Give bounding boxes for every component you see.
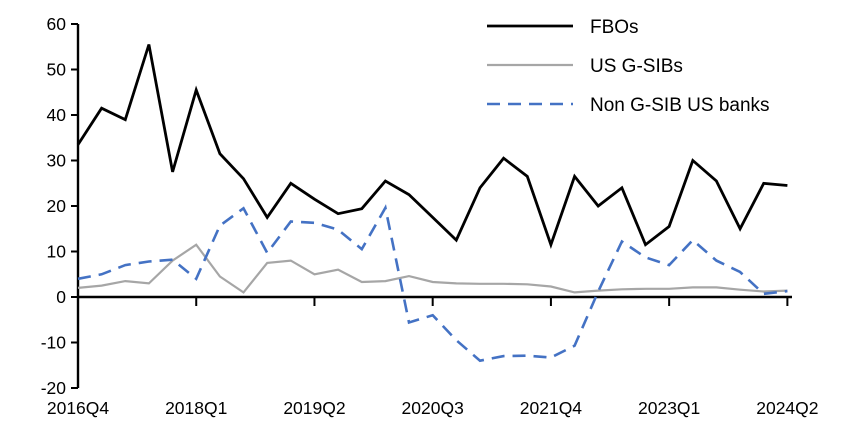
legend-label-us-g-sibs: US G-SIBs xyxy=(590,56,683,77)
x-tick-label: 2024Q2 xyxy=(756,398,818,418)
y-tick-label: -20 xyxy=(41,378,67,398)
x-tick-label: 2021Q4 xyxy=(520,398,583,418)
series-line-us-g-sibs xyxy=(77,243,788,294)
x-tick-label: 2020Q3 xyxy=(402,398,464,418)
y-tick-label: 50 xyxy=(47,60,67,80)
legend-label-fbos: FBOs xyxy=(590,17,639,38)
series-line-fbos xyxy=(76,44,788,249)
x-tick-label: 2016Q4 xyxy=(47,398,110,418)
y-tick-label: 30 xyxy=(47,151,67,171)
x-tick-label: 2023Q1 xyxy=(638,398,700,418)
x-tick-label: 2018Q1 xyxy=(165,398,227,418)
y-tick-label: 10 xyxy=(47,242,67,262)
y-tick-label: 0 xyxy=(56,287,66,307)
y-tick-label: 40 xyxy=(47,105,67,125)
y-tick-label: 60 xyxy=(47,14,67,34)
series-line-non-g-sib-us-banks xyxy=(77,204,788,363)
y-tick-label: -10 xyxy=(41,333,67,353)
x-tick-label: 2019Q2 xyxy=(283,398,345,418)
legend-label-non-g-sib-us-banks: Non G-SIB US banks xyxy=(590,95,770,116)
y-tick-label: 20 xyxy=(47,196,67,216)
